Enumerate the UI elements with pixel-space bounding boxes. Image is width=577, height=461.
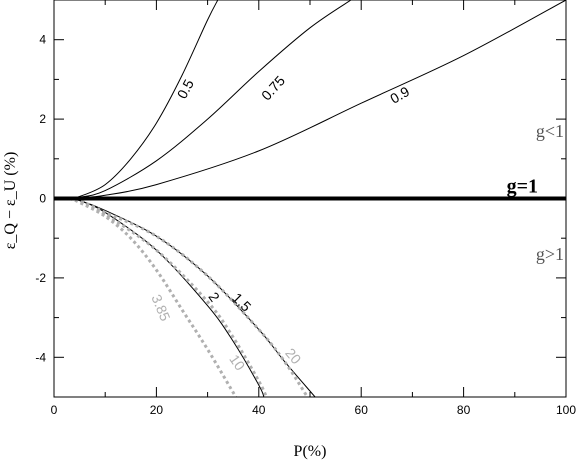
x-tick-label: 100 bbox=[556, 403, 576, 417]
y-axis-title: ε_Q − ε_U (%) bbox=[2, 152, 19, 250]
g-equals-one-label: g=1 bbox=[507, 176, 538, 198]
tick-labels-group: 0 20 40 60 80 100 -4 -2 0 2 4 bbox=[35, 33, 576, 417]
curve-label-0-5: 0.5 bbox=[174, 76, 197, 101]
series-line-20 bbox=[69, 197, 309, 397]
curve-label-3-85: 3.85 bbox=[148, 292, 173, 324]
region-label-upper: g<1 bbox=[536, 121, 564, 141]
series-line-0-5 bbox=[69, 0, 219, 199]
curve-label-1-5: 1.5 bbox=[229, 290, 254, 315]
x-tick-label: 60 bbox=[355, 403, 369, 417]
x-tick-label: 80 bbox=[457, 403, 471, 417]
region-label-lower: g>1 bbox=[536, 244, 564, 264]
x-tick-label: 0 bbox=[51, 403, 58, 417]
series-line-1-5 bbox=[69, 198, 316, 397]
series-line-0-75 bbox=[69, 0, 352, 199]
ticks-group bbox=[53, 0, 567, 398]
curve-label-10: 10 bbox=[226, 351, 248, 373]
y-tick-label: 4 bbox=[39, 33, 46, 47]
y-tick-label: -4 bbox=[35, 350, 46, 364]
curve-label-0-75: 0.75 bbox=[258, 72, 288, 103]
x-tick-label: 40 bbox=[252, 403, 266, 417]
x-tick-label: 20 bbox=[150, 403, 164, 417]
y-tick-label: -2 bbox=[35, 271, 46, 285]
series-line-3-85 bbox=[68, 197, 238, 397]
y-tick-label: 2 bbox=[39, 112, 46, 126]
x-axis-title: P(%) bbox=[294, 443, 327, 460]
curve-label-0-9: 0.9 bbox=[387, 83, 412, 107]
y-tick-label: 0 bbox=[39, 192, 46, 206]
